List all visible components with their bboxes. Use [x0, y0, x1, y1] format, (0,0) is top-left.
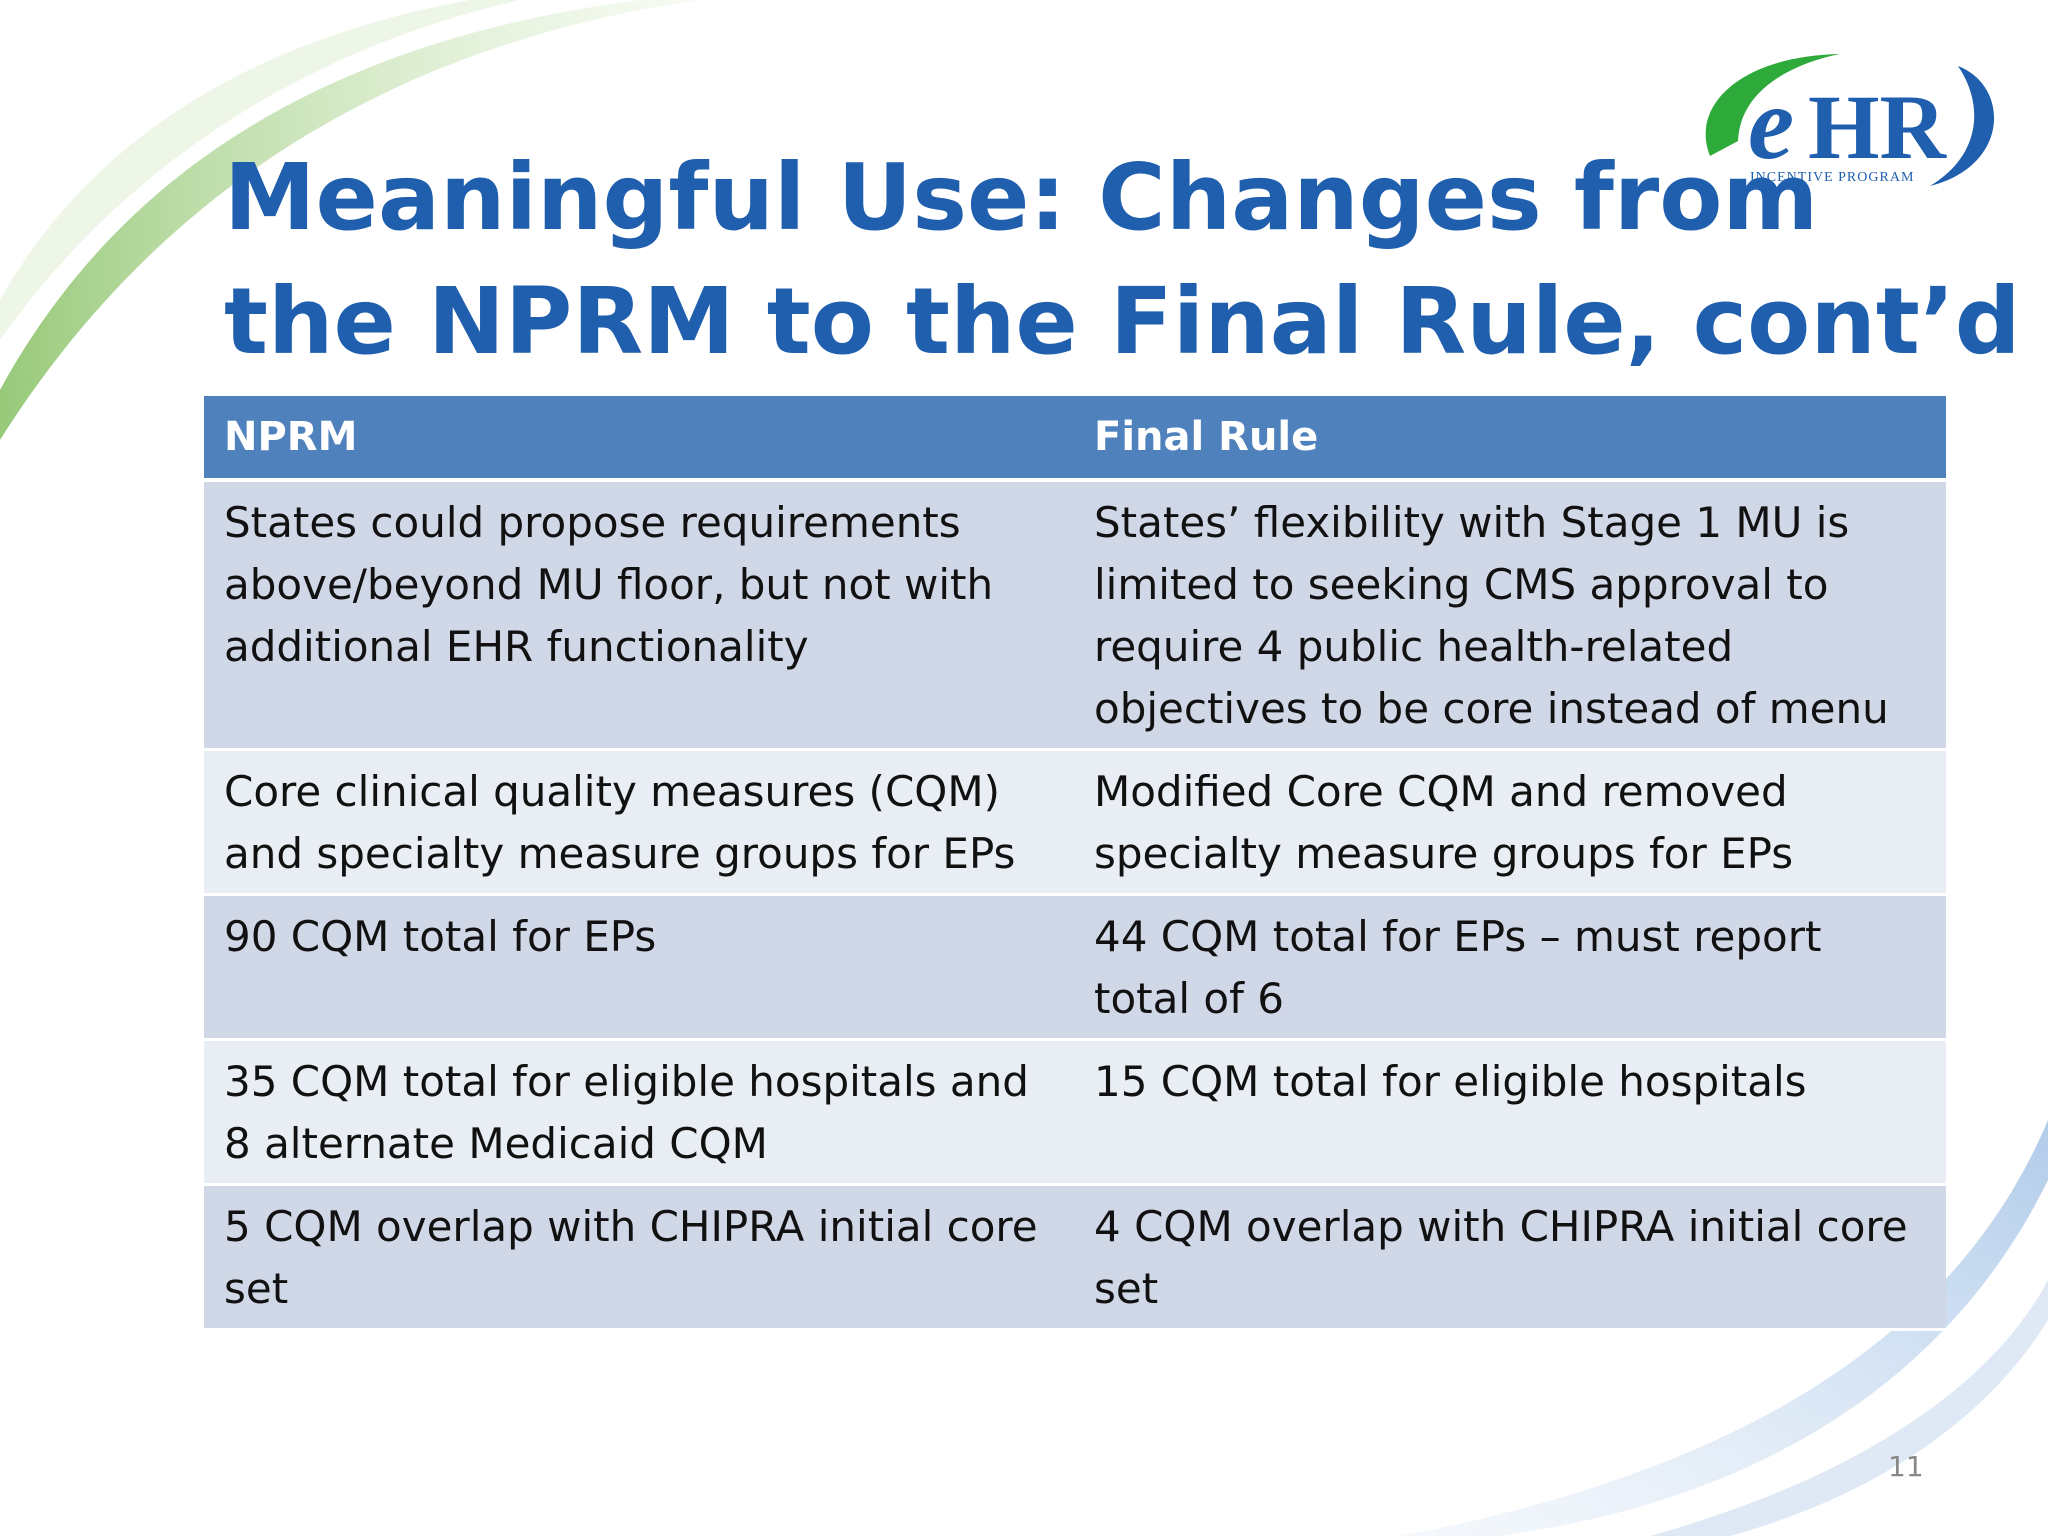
logo-subtitle: INCENTIVE PROGRAM: [1750, 170, 1915, 185]
table-row: 5 CQM overlap with CHIPRA initial core s…: [204, 1184, 1946, 1331]
ehr-logo: e HR: [1705, 54, 1995, 186]
cell-nprm: 90 CQM total for EPs: [204, 894, 1074, 1041]
cell-nprm: States could propose requirements above/…: [204, 480, 1074, 751]
slide-title-line-1: Meaningful Use: Changes from: [224, 144, 1819, 251]
slide-title-line-2: the NPRM to the Final Rule, cont’d: [224, 268, 2021, 375]
cell-final-rule: Modified Core CQM and removed specialty …: [1074, 749, 1946, 896]
slide-title: Meaningful Use: Changes from the NPRM to…: [224, 136, 2021, 384]
cell-final-rule: 4 CQM overlap with CHIPRA initial core s…: [1074, 1184, 1946, 1331]
comparison-table: NPRM Final Rule States could propose req…: [204, 396, 1946, 1331]
cell-final-rule: 44 CQM total for EPs – must report total…: [1074, 894, 1946, 1041]
table-header-row: NPRM Final Rule: [204, 396, 1946, 482]
cell-final-rule: States’ flexibility with Stage 1 MU is l…: [1074, 480, 1946, 751]
table-row: States could propose requirements above/…: [204, 480, 1946, 751]
svg-text:HR: HR: [1808, 76, 1948, 178]
cell-final-rule: 15 CQM total for eligible hospitals: [1074, 1039, 1946, 1186]
cell-nprm: 5 CQM overlap with CHIPRA initial core s…: [204, 1184, 1074, 1331]
cell-nprm: 35 CQM total for eligible hospitals and …: [204, 1039, 1074, 1186]
table-row: 90 CQM total for EPs 44 CQM total for EP…: [204, 894, 1946, 1041]
column-header-nprm: NPRM: [204, 396, 1074, 482]
page-number: 11: [1888, 1450, 1924, 1483]
svg-text:e: e: [1748, 66, 1794, 181]
table-row: Core clinical quality measures (CQM) and…: [204, 749, 1946, 896]
cell-nprm: Core clinical quality measures (CQM) and…: [204, 749, 1074, 896]
column-header-final-rule: Final Rule: [1074, 396, 1946, 482]
table-row: 35 CQM total for eligible hospitals and …: [204, 1039, 1946, 1186]
